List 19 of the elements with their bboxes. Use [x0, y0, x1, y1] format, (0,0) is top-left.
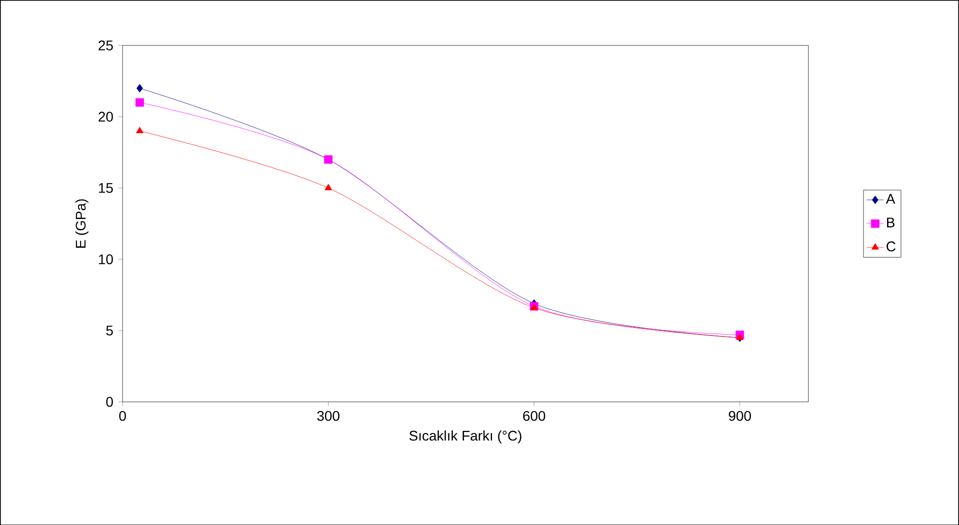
y-tick-label: 15	[98, 182, 113, 193]
point	[136, 98, 144, 106]
x-axis-title: Sıcaklık Farkı (°C)	[409, 430, 522, 444]
y-tick-label: 20	[98, 112, 113, 122]
y-tick-label: 0	[106, 396, 113, 407]
x-tick-label: 900	[728, 410, 751, 421]
point	[324, 184, 332, 190]
legend-label: C	[886, 241, 896, 252]
legend-label: B	[887, 218, 894, 228]
point	[136, 84, 143, 92]
legend-label: A	[886, 194, 896, 204]
x-tick-label: 600	[523, 410, 546, 421]
y-tick-label: 25	[98, 40, 113, 50]
point	[136, 126, 144, 133]
x-tick-label: 300	[317, 410, 340, 421]
x-tick-label: 0	[119, 410, 126, 421]
y-tick-label: 5	[106, 326, 113, 336]
y-axis-title: E (GPa)	[75, 199, 88, 248]
y-tick-label: 10	[98, 254, 113, 264]
